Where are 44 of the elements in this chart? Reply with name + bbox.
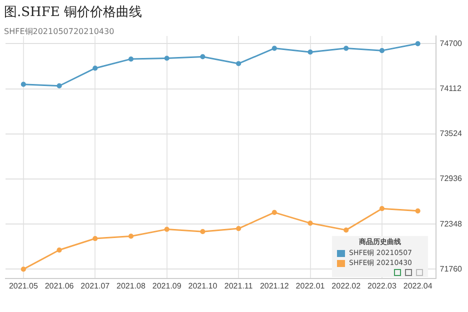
point	[344, 46, 349, 51]
point	[128, 234, 134, 239]
point	[236, 226, 242, 232]
point	[272, 210, 277, 215]
point	[415, 41, 420, 46]
chart-title: 图.SHFE 铜价价格曲线	[4, 4, 142, 21]
point	[200, 229, 206, 234]
y-tick-label: 74112	[440, 84, 462, 93]
x-tick-label: 2021.05	[8, 281, 38, 290]
point	[128, 56, 134, 62]
x-tick-label: 2021.06	[44, 281, 74, 290]
point	[308, 220, 313, 226]
y-tick-label: 71760	[440, 264, 463, 274]
y-tick-label: 73524	[440, 129, 463, 138]
point	[272, 46, 277, 51]
point	[308, 50, 313, 55]
point	[344, 228, 349, 233]
y-tick-label: 72936	[440, 174, 463, 184]
point	[56, 83, 62, 88]
point	[92, 66, 98, 71]
point	[379, 206, 385, 212]
point	[20, 266, 26, 272]
x-tick-label: 2021.07	[80, 281, 110, 290]
x-tick-label: 2021.10	[188, 281, 218, 290]
x-tick-label: 2022.04	[403, 281, 433, 290]
point	[56, 247, 62, 253]
point	[20, 82, 26, 87]
y-tick-label: 72348	[440, 219, 463, 228]
y-tick-label: 74700	[440, 38, 463, 48]
point	[379, 48, 385, 54]
point	[415, 208, 420, 214]
text: SHFE铜2021050720210430	[4, 26, 114, 37]
x-tick-label: 2021.12	[260, 281, 290, 290]
point	[164, 56, 170, 61]
point	[92, 236, 98, 242]
x-tick-label: 2022.03	[368, 281, 397, 290]
point	[200, 54, 206, 60]
x-tick-label: 2022.01	[296, 281, 326, 290]
x-tick-label: 2021.11	[224, 281, 254, 290]
x-tick-label: 2022.02	[332, 281, 362, 290]
point	[236, 61, 242, 66]
point	[164, 226, 170, 232]
x-tick-label: 2021.08	[116, 281, 146, 290]
x-tick-label: 2021.09	[152, 281, 182, 290]
